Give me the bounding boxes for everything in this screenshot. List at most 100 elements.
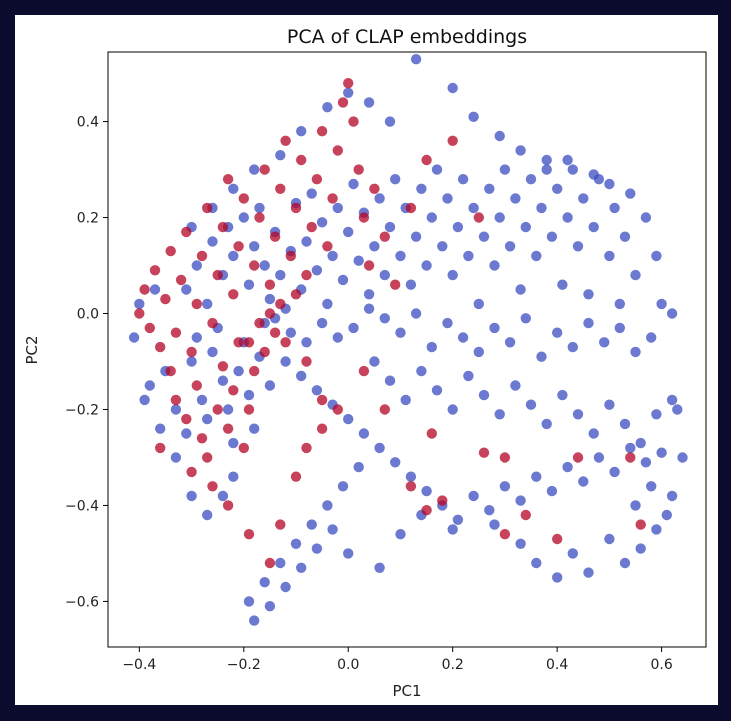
scatter-point	[202, 298, 213, 310]
scatter-point	[651, 409, 662, 420]
scatter-point	[672, 404, 683, 415]
scatter-point	[311, 174, 323, 185]
scatter-point	[358, 365, 370, 377]
scatter-point	[484, 505, 495, 516]
scatter-point	[275, 557, 286, 569]
scatter-point	[343, 548, 354, 559]
scatter-point	[170, 452, 182, 463]
scatter-point	[562, 461, 573, 473]
scatter-point	[348, 178, 359, 190]
scatter-point	[421, 260, 432, 271]
scatter-point	[275, 150, 286, 161]
scatter-point	[249, 365, 260, 377]
scatter-point	[322, 500, 333, 511]
scatter-point	[473, 212, 484, 223]
scatter-point	[604, 178, 615, 190]
scatter-point	[431, 164, 443, 175]
scatter-point	[656, 298, 667, 310]
scatter-point	[478, 447, 490, 458]
scatter-point	[343, 413, 354, 425]
scatter-point	[604, 250, 615, 262]
scatter-point	[264, 279, 276, 290]
scatter-point	[337, 97, 349, 108]
scatter-point	[468, 111, 479, 123]
scatter-point	[593, 452, 605, 463]
scatter-point	[557, 279, 568, 290]
scatter-point	[233, 365, 244, 377]
scatter-point	[552, 327, 563, 338]
scatter-point	[494, 212, 505, 223]
scatter-point	[296, 154, 307, 166]
scatter-point	[604, 399, 615, 410]
scatter-point	[238, 442, 249, 454]
scatter-point	[165, 245, 176, 257]
scatter-point	[447, 524, 458, 535]
scatter-point	[191, 380, 202, 391]
scatter-point	[614, 298, 625, 310]
scatter-point	[567, 548, 578, 559]
scatter-point	[170, 404, 182, 415]
scatter-point	[280, 337, 291, 348]
scatter-point	[264, 380, 276, 391]
scatter-point	[510, 380, 521, 391]
scatter-point	[269, 327, 281, 338]
scatter-point	[552, 533, 563, 545]
scatter-point	[332, 404, 343, 415]
scatter-point	[301, 269, 312, 281]
scatter-point	[259, 164, 270, 175]
y-axis-ticks: 0.4 0.2 0.0 −0.2 −0.4 −0.6	[65, 115, 108, 610]
scatter-point	[254, 317, 265, 329]
scatter-point	[191, 260, 202, 271]
scatter-point	[457, 174, 469, 185]
scatter-point	[499, 164, 511, 175]
scatter-point	[249, 615, 260, 626]
scatter-point	[316, 126, 328, 137]
scatter-point	[243, 404, 255, 415]
scatter-point	[405, 471, 417, 482]
scatter-point	[421, 485, 432, 497]
scatter-point	[578, 193, 589, 204]
scatter-point	[390, 279, 401, 290]
scatter-point	[233, 241, 244, 252]
scatter-point	[301, 236, 312, 247]
scatter-point	[233, 337, 244, 348]
scatter-point	[562, 154, 573, 166]
scatter-point	[421, 505, 432, 516]
pca-scatter-chart: PCA of CLAP embeddings −0.4 −0.2 0.0 0.2 0.4…	[23, 26, 707, 700]
scatter-point	[567, 341, 578, 353]
scatter-point	[379, 404, 390, 415]
scatter-point	[228, 250, 239, 262]
scatter-point	[316, 394, 328, 406]
scatter-point	[400, 394, 411, 406]
scatter-point	[207, 481, 218, 492]
x-tick-label: −0.4	[122, 657, 156, 673]
scatter-point	[249, 164, 260, 175]
scatter-point	[478, 389, 490, 401]
scatter-point	[499, 529, 511, 540]
scatter-point	[264, 601, 276, 612]
scatter-point	[520, 313, 531, 324]
scatter-point	[374, 562, 385, 573]
scatter-point	[275, 183, 286, 194]
scatter-point	[625, 452, 636, 463]
scatter-point	[149, 284, 161, 295]
scatter-point	[635, 543, 646, 554]
scatter-point	[202, 202, 213, 214]
scatter-point	[489, 260, 500, 271]
scatter-point	[290, 289, 302, 300]
scatter-point	[640, 212, 652, 223]
scatter-point	[525, 399, 537, 410]
chart-title: PCA of CLAP embeddings	[287, 26, 527, 48]
plot-area-border	[107, 51, 707, 648]
scatter-point	[311, 265, 323, 276]
points-layer	[128, 54, 688, 626]
scatter-point	[405, 279, 417, 290]
scatter-point	[677, 452, 688, 463]
scatter-point	[552, 183, 563, 194]
scatter-point	[134, 298, 145, 310]
scatter-point	[421, 154, 432, 166]
scatter-point	[379, 313, 390, 324]
scatter-point	[353, 164, 364, 175]
scatter-point	[290, 471, 302, 482]
scatter-point	[165, 365, 176, 377]
